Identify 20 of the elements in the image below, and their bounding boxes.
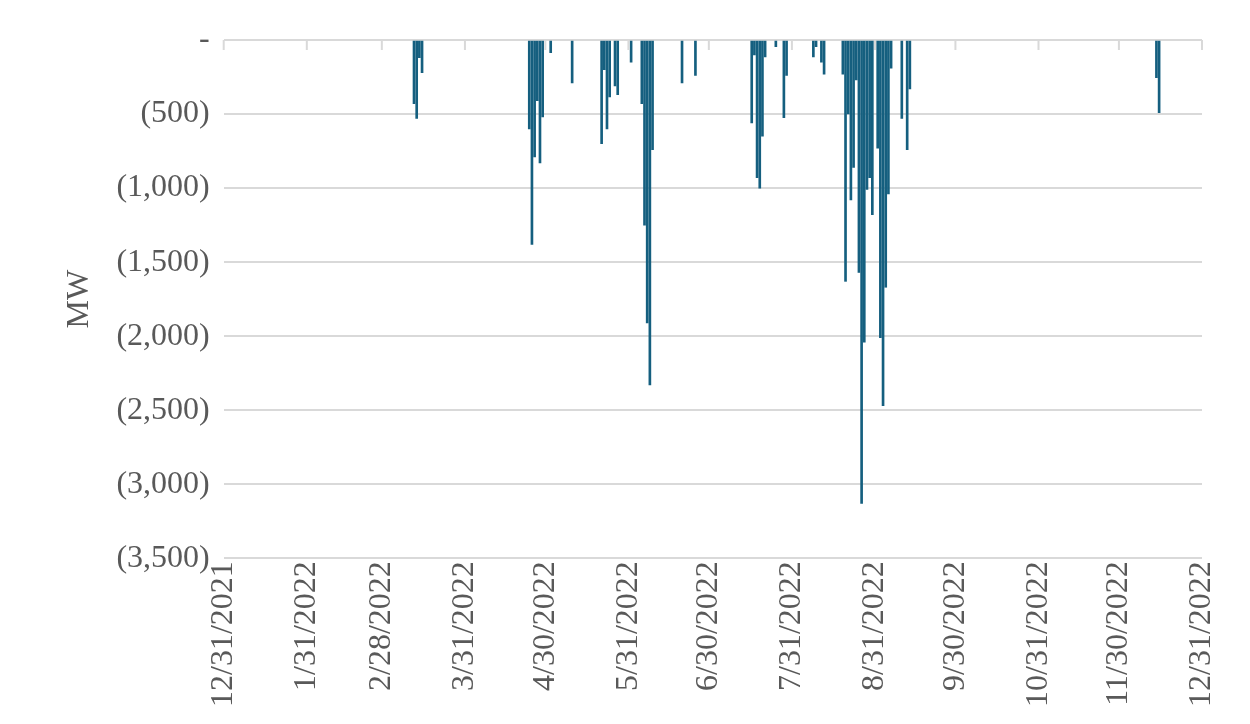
x-tick-label: 6/30/2022 bbox=[688, 561, 725, 691]
y-tick-label: (3,000) bbox=[116, 463, 210, 500]
y-tick-label: (2,000) bbox=[116, 315, 210, 352]
x-tick-label: 9/30/2022 bbox=[934, 561, 971, 691]
x-tick-label: 4/30/2022 bbox=[524, 561, 561, 691]
y-tick-label: (500) bbox=[140, 93, 210, 130]
x-tick-label: 12/31/2022 bbox=[1181, 561, 1218, 707]
y-tick-label: - bbox=[199, 19, 210, 56]
y-tick-label: (1,500) bbox=[116, 241, 210, 278]
x-tick-label: 11/30/2022 bbox=[1098, 561, 1135, 706]
y-tick-label: (2,500) bbox=[116, 389, 210, 426]
y-axis-title: MW bbox=[58, 268, 95, 329]
x-tick-label: 1/31/2022 bbox=[286, 561, 323, 691]
x-tick-label: 10/31/2022 bbox=[1017, 561, 1054, 707]
x-tick-label: 3/31/2022 bbox=[444, 561, 481, 691]
y-tick-label: (1,000) bbox=[116, 167, 210, 204]
x-tick-label: 5/31/2022 bbox=[607, 561, 644, 691]
x-tick-label: 2/28/2022 bbox=[361, 561, 398, 691]
x-tick-label: 8/31/2022 bbox=[854, 561, 891, 691]
x-tick-label: 7/31/2022 bbox=[771, 561, 808, 691]
